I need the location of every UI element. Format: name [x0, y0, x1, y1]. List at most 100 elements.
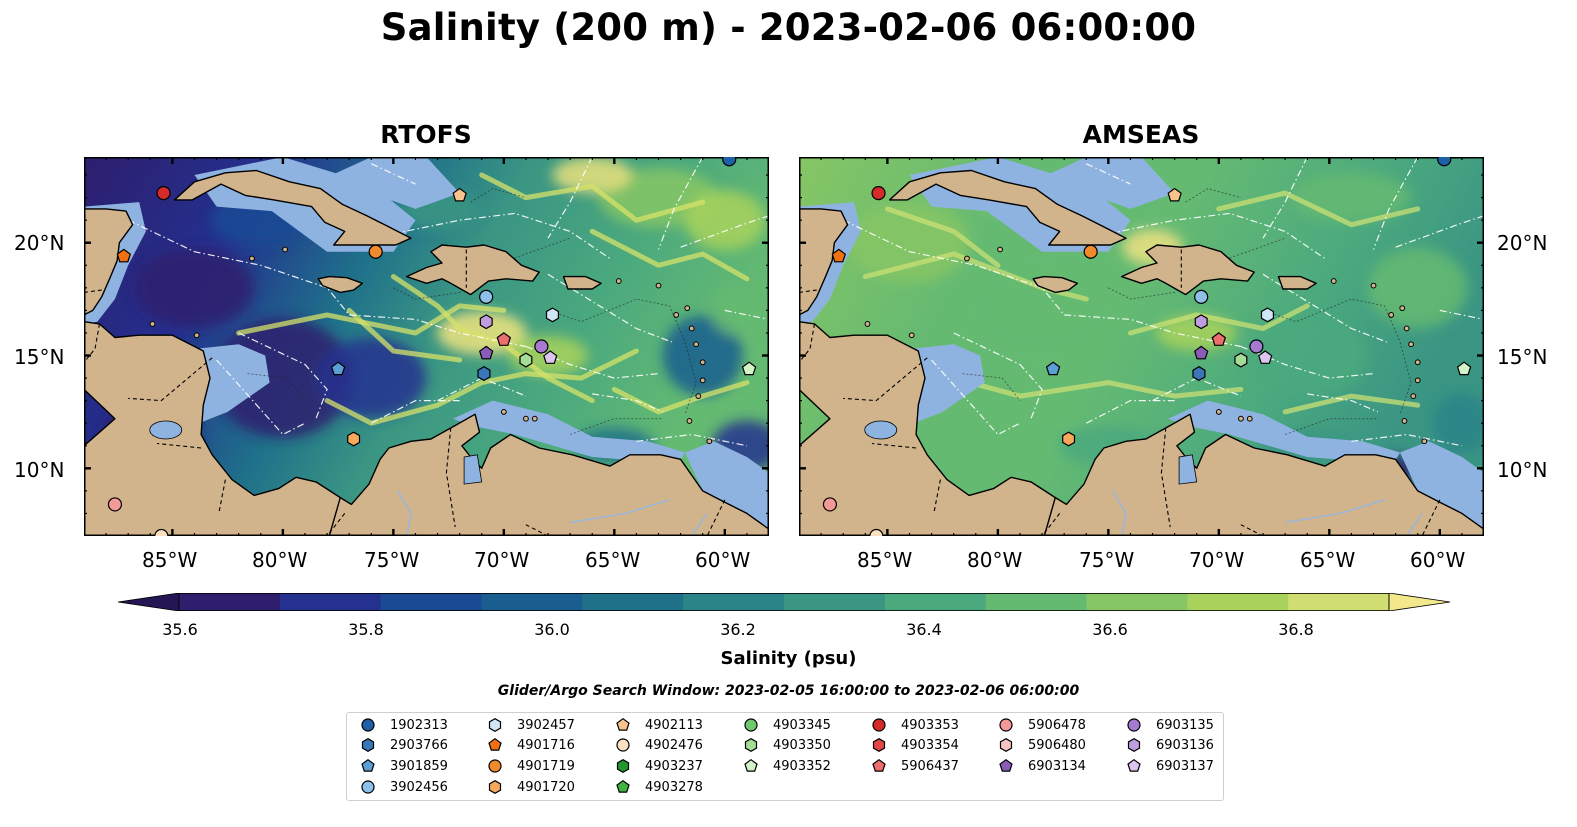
pentagon-symbol	[999, 758, 1013, 772]
legend-label: 4903237	[645, 758, 703, 774]
float-marker-5906478	[107, 497, 123, 512]
float-marker-3902457	[1260, 307, 1274, 323]
float-marker-4903352	[1456, 361, 1472, 376]
hexagon-marker-icon	[616, 759, 630, 773]
legend-item-4901716: 4901716	[487, 735, 575, 755]
land-jamaica	[317, 275, 364, 294]
land-cuba	[888, 169, 1127, 246]
legend-label: 4903354	[901, 737, 959, 753]
legend-item-4903237: 4903237	[615, 756, 703, 776]
legend-label: 6903135	[1156, 717, 1214, 733]
circle-marker-icon	[999, 718, 1013, 732]
hexagon-marker-icon	[361, 738, 375, 752]
circle-symbol	[999, 718, 1013, 732]
colorbar-tick-36-0: 36.0	[534, 620, 570, 639]
lon-tick-75w-rtofs: 75°W	[364, 548, 420, 572]
float-marker-4903352	[741, 361, 757, 376]
eez-boundaries	[127, 157, 769, 465]
lon-tick-85w-amseas: 85°W	[857, 548, 913, 572]
legend-label: 4903350	[773, 737, 831, 753]
map-tick-marks	[799, 157, 1484, 536]
float-marker-3902456	[479, 289, 494, 304]
panel-title-amseas: AMSEAS	[1082, 120, 1200, 149]
colorbar-tick-36-2: 36.2	[720, 620, 756, 639]
float-marker-4903353	[871, 185, 886, 201]
hexagon-symbol	[616, 759, 630, 773]
lon-tick-75w-amseas: 75°W	[1079, 548, 1135, 572]
land-cuba	[173, 169, 412, 246]
legend-item-4903353: 4903353	[871, 715, 959, 735]
hexagon-symbol	[1127, 738, 1141, 752]
lon-tick-80w-rtofs: 80°W	[252, 548, 308, 572]
float-marker-4903350	[519, 352, 533, 368]
lon-tick-80w-amseas: 80°W	[967, 548, 1023, 572]
hexagon-marker-icon	[999, 738, 1013, 752]
land-central	[84, 320, 346, 536]
float-marker-4901719	[1083, 244, 1098, 259]
float-marker-5906437	[496, 332, 512, 346]
circle-marker-icon	[361, 780, 375, 794]
hexagon-symbol	[999, 738, 1013, 752]
pentagon-symbol	[1127, 758, 1141, 772]
legend-label: 3902456	[390, 779, 448, 795]
lat-tick-10n-right: 10°N	[1497, 458, 1548, 482]
pentagon-marker-icon	[872, 758, 886, 772]
lon-tick-70w-amseas: 70°W	[1189, 548, 1245, 572]
hexagon-marker-icon	[488, 780, 502, 794]
hexagon-symbol	[361, 738, 375, 752]
legend-item-5906480: 5906480	[998, 735, 1086, 755]
pentagon-symbol	[744, 758, 758, 772]
float-marker-4903350	[1234, 352, 1248, 368]
land-hispaniola	[405, 244, 540, 296]
float-marker-3901859	[1045, 361, 1061, 376]
pentagon-symbol	[872, 758, 886, 772]
float-marker-6903135	[1249, 339, 1264, 354]
pentagon-marker-icon	[616, 779, 630, 793]
colorbar-over-arrow	[1388, 593, 1451, 611]
circle-symbol	[361, 780, 375, 794]
hexagon-symbol	[744, 738, 758, 752]
legend-item-3902457: 3902457	[487, 715, 575, 735]
pentagon-marker-icon	[999, 758, 1013, 772]
pentagon-symbol	[488, 737, 502, 751]
float-marker-4901719	[368, 244, 383, 259]
circle-symbol	[744, 718, 758, 732]
float-marker-4901716	[116, 248, 132, 263]
hexagon-marker-icon	[872, 738, 886, 752]
colorbar-bin-7	[884, 593, 987, 611]
float-marker-4901720	[347, 431, 361, 447]
colorbar-bin-1	[279, 593, 382, 611]
float-marker-2903766	[1192, 366, 1206, 382]
float-marker-3901859	[330, 361, 346, 376]
circle-marker-icon	[744, 718, 758, 732]
land-puertorico	[1277, 275, 1317, 290]
map-panel-amseas	[799, 157, 1484, 536]
circle-marker-icon	[1127, 718, 1141, 732]
legend-label: 4901719	[517, 758, 575, 774]
colorbar-bin-2	[380, 593, 482, 611]
float-marker-6903135	[534, 339, 549, 354]
legend-item-2903766: 2903766	[360, 735, 448, 755]
float-marker-4901716	[831, 248, 847, 263]
rtofs-ocean-field	[84, 157, 769, 536]
hexagon-marker-icon	[488, 718, 502, 732]
lat-tick-20n-left: 20°N	[14, 231, 65, 255]
colorbar	[118, 593, 1451, 611]
figure-title: Salinity (200 m) - 2023-02-06 06:00:00	[380, 6, 1197, 49]
colorbar-tick-35-6: 35.6	[162, 620, 198, 639]
legend-label: 5906480	[1028, 737, 1086, 753]
legend-item-6903134: 6903134	[998, 756, 1086, 776]
colorbar-bin-9	[1086, 593, 1188, 611]
legend-item-3902456: 3902456	[360, 777, 448, 797]
legend-item-4903345: 4903345	[743, 715, 831, 735]
legend-item-4903278: 4903278	[615, 777, 703, 797]
colorbar-bin-5	[683, 593, 785, 611]
float-marker-4901720	[1062, 431, 1076, 447]
float-marker-6903136	[479, 314, 493, 330]
float-markers	[822, 157, 1472, 536]
float-marker-6903134	[1193, 345, 1209, 360]
map-tick-marks	[84, 157, 769, 536]
float-marker-4902113	[452, 187, 467, 202]
colorbar-tick-35-8: 35.8	[348, 620, 384, 639]
circle-marker-icon	[872, 718, 886, 732]
